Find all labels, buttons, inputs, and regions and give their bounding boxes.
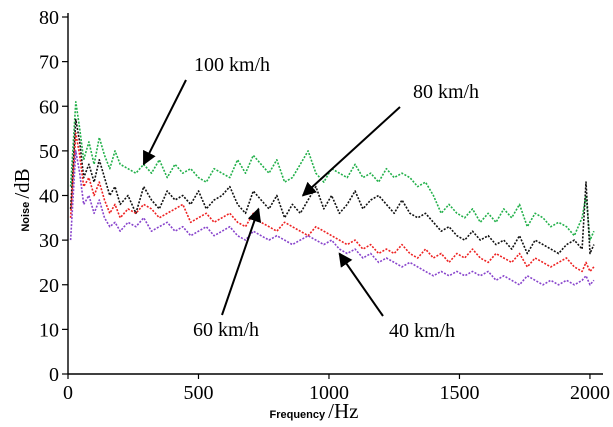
annotation-arrow-100-km-h [142,79,187,166]
series-layer [69,101,595,286]
x-tick-label: 0 [63,382,73,404]
y-tick-label: 20 [39,275,59,297]
axes-layer: 0 10 20 30 40 50 60 70 80 0 500 1000 1500 2000 Frequen… [10,7,610,423]
series-line-80-km-h [69,118,595,255]
y-tick-label: 80 [39,7,59,29]
series-line-60-km-h [69,132,595,273]
annotation-label-40-km-h: 40 km/h [389,320,455,342]
x-tick-label: 2000 [570,382,610,404]
annotation-label-80-km-h: 80 km/h [413,81,479,103]
y-tick-label: 0 [49,364,59,386]
x-tick-label: 1000 [309,382,349,404]
y-tick-label: 70 [39,52,59,74]
y-tick-label: 10 [39,319,59,341]
annotation-arrow-80-km-h [301,106,401,197]
x-tick-label: 1500 [439,382,479,404]
series-line-40-km-h [69,150,595,286]
x-axis-label-unit: /Hz [328,399,358,423]
y-tick-label: 40 [39,186,59,208]
x-axis-label-name: Frequency [269,409,328,421]
annotation-arrow-40-km-h [338,252,384,317]
x-axis-label: Frequency /Hz [269,399,358,423]
y-axis-label: Noise /dB [10,168,34,231]
y-tick-label: 60 [39,96,59,118]
y-axis-label-name: Noise [20,199,32,232]
annotations-layer: 100 km/h 80 km/h 60 km/h 40 km/h [142,54,479,342]
annotation-label-60-km-h: 60 km/h [193,319,259,341]
y-axis-label-unit: /dB [10,168,34,198]
y-tick-label: 30 [39,230,59,252]
x-tick-label: 500 [183,382,213,404]
annotation-arrow-60-km-h [221,207,262,316]
annotation-label-100-km-h: 100 km/h [194,54,270,76]
y-tick-label: 50 [39,141,59,163]
series-line-100-km-h [69,101,595,241]
